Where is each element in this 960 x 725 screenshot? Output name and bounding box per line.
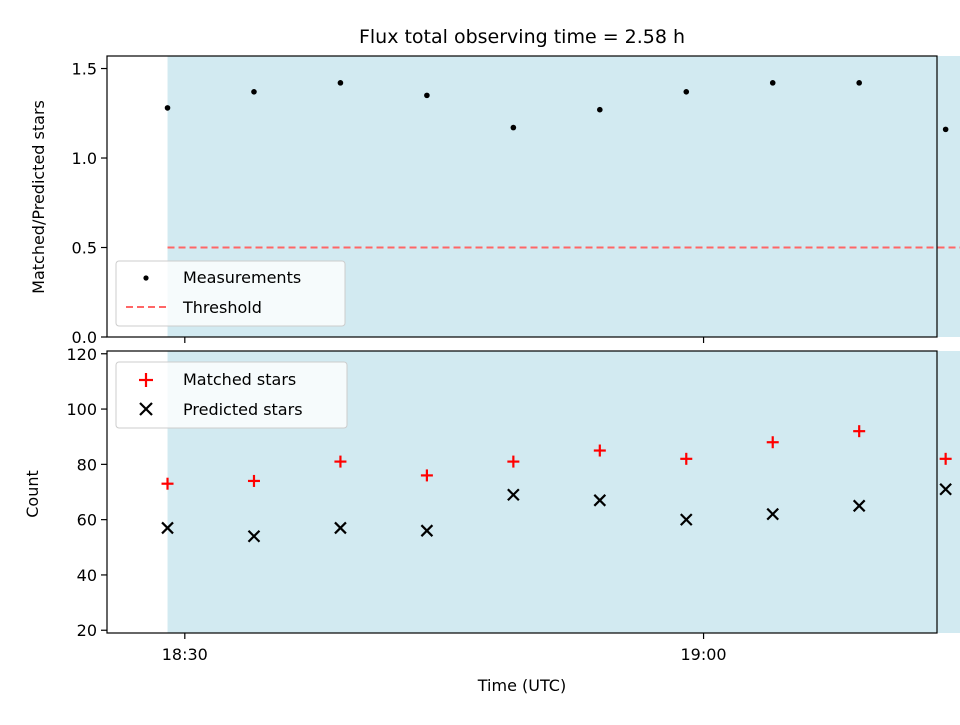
bottom-axes-frame: [106, 350, 938, 634]
predicted-star-point: [420, 524, 434, 537]
top-axes-frame: [106, 55, 938, 338]
y-tick-label: 1.0: [72, 149, 97, 168]
bottom-y-axis-label: Count: [23, 470, 42, 518]
predicted-star-point: [247, 529, 261, 543]
bottom-legend: Matched stars Predicted stars: [115, 361, 348, 429]
measurement-point: [769, 80, 776, 86]
y-tick-label: 20: [77, 621, 97, 640]
x-tick-label: 18:30: [162, 645, 208, 664]
x-axis-label: Time (UTC): [477, 676, 566, 695]
top-legend: Measurements Threshold: [115, 260, 346, 327]
measurement-point: [856, 80, 862, 86]
bottom-legend-box: [115, 361, 348, 429]
y-tick-label: 0.5: [72, 239, 97, 258]
x-tick-label: 19:00: [681, 645, 727, 664]
top-y-axis-label: Matched/Predicted stars: [29, 100, 48, 294]
matched-star-point: [853, 425, 866, 438]
y-tick-label: 120: [66, 345, 97, 364]
bottom-y-ticks: 20 40 60 80 100 120: [66, 345, 107, 640]
predicted-star-point: [679, 513, 693, 526]
top-legend-box: [115, 260, 346, 327]
legend-marker-matched: [139, 373, 153, 387]
measurement-point: [597, 106, 603, 113]
top-x-ticks: [184, 337, 705, 343]
matched-star-point: [593, 444, 606, 457]
legend-marker-measurements: [143, 275, 149, 281]
matched-star-point: [420, 469, 433, 482]
matched-star-point: [334, 455, 347, 468]
predicted-star-point: [161, 521, 174, 535]
predicted-star-point: [334, 521, 347, 535]
measurement-point: [942, 126, 949, 133]
measurement-point: [337, 80, 344, 86]
matched-star-point: [766, 436, 779, 449]
predicted-star-point: [593, 494, 607, 507]
predicted-star-point: [852, 499, 866, 513]
matched-star-point: [680, 452, 693, 465]
y-tick-label: 60: [77, 511, 97, 530]
legend-label-threshold: Threshold: [182, 298, 262, 317]
matched-star-point: [247, 474, 260, 487]
measurement-point: [510, 124, 517, 131]
matched-star-point: [939, 452, 952, 465]
measurement-point: [164, 105, 171, 111]
predicted-star-point: [507, 488, 520, 502]
y-tick-label: 100: [66, 400, 97, 419]
predicted-star-point: [766, 507, 780, 521]
predicted-star-point: [939, 482, 952, 496]
legend-label-predicted: Predicted stars: [183, 400, 303, 419]
measurement-point: [251, 88, 257, 95]
measurement-point: [683, 88, 690, 95]
top-panel: 0.0 0.5 1.0 1.5 Matched/Predicted stars Mea…: [29, 55, 960, 347]
y-tick-label: 1.5: [72, 60, 97, 79]
legend-marker-predicted: [139, 402, 153, 416]
matched-star-point: [507, 455, 520, 468]
legend-label-matched: Matched stars: [183, 370, 296, 389]
y-tick-label: 0.0: [72, 328, 97, 347]
measurement-points: [164, 80, 949, 133]
matched-star-point: [161, 477, 174, 490]
chart-title: Flux total observing time = 2.58 h: [359, 26, 685, 48]
top-y-ticks: 0.0 0.5 1.0 1.5: [72, 60, 107, 347]
y-tick-label: 40: [77, 566, 97, 585]
y-tick-label: 80: [77, 455, 97, 474]
measurement-point: [424, 92, 430, 99]
count-points: [161, 425, 952, 543]
legend-label-measurements: Measurements: [183, 268, 301, 287]
